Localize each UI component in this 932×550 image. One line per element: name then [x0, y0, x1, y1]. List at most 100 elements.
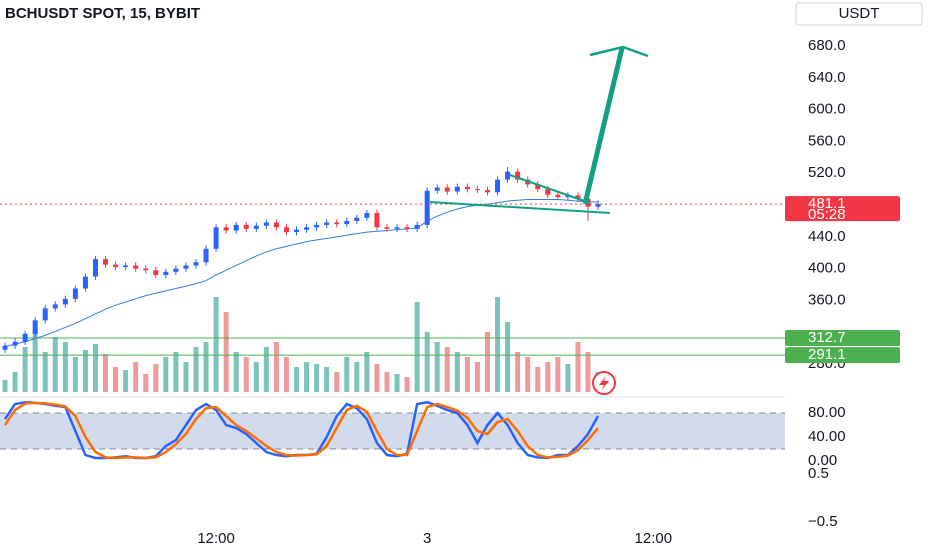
- candle-body: [22, 333, 28, 342]
- candle-body: [103, 259, 109, 265]
- arrow-shaft: [582, 47, 625, 205]
- volume-bar: [555, 357, 561, 392]
- candle-body: [444, 187, 450, 192]
- volume-bar: [253, 362, 259, 392]
- candle-body: [193, 262, 199, 266]
- volume-bar: [153, 364, 159, 392]
- y2-tick-label: 0.5: [808, 465, 829, 482]
- candle-body: [545, 189, 551, 195]
- volume-bar: [82, 350, 88, 392]
- candle-body: [464, 186, 470, 190]
- candle-body: [374, 212, 380, 228]
- candle-body: [42, 308, 48, 321]
- candle-body: [394, 227, 400, 229]
- last-price-box: [785, 196, 900, 222]
- volume-bar: [223, 312, 229, 392]
- volume-bar: [334, 372, 340, 392]
- volume-bar: [193, 347, 199, 392]
- currency-label[interactable]: USDT: [839, 5, 880, 22]
- volume-bar: [283, 357, 289, 392]
- candle-body: [72, 288, 78, 299]
- candle-body: [133, 265, 139, 269]
- flash-icon[interactable]: [592, 371, 616, 395]
- volume-bar: [62, 342, 68, 392]
- y2-tick-label: −0.5: [808, 513, 838, 530]
- volume-bar: [505, 322, 511, 392]
- volume-bar: [12, 372, 18, 392]
- candle-body: [143, 268, 149, 271]
- volume-bar: [233, 352, 239, 392]
- volume-bar: [525, 357, 531, 392]
- y-tick-label: 40.00: [808, 428, 846, 445]
- candle-body: [314, 224, 320, 228]
- trend-line: [429, 201, 611, 214]
- volume-bar: [173, 352, 179, 392]
- y-tick-label: 520.0: [808, 164, 846, 181]
- volume-bar: [203, 342, 209, 392]
- x-tick-label: 12:00: [197, 530, 235, 547]
- volume-bar: [474, 362, 480, 392]
- volume-bar: [52, 337, 58, 392]
- volume-bar: [354, 362, 360, 392]
- currency-button[interactable]: [795, 2, 923, 26]
- level-box: [785, 330, 900, 347]
- candle-body: [414, 224, 420, 229]
- volume-bar: [113, 367, 119, 392]
- candle-body: [354, 217, 360, 221]
- volume-bar: [324, 367, 330, 392]
- candle-body: [505, 171, 511, 180]
- y-tick-label: 680.0: [808, 37, 846, 54]
- volume-bar: [304, 362, 310, 392]
- candle-body: [434, 187, 440, 191]
- icon-bolt[interactable]: [599, 376, 609, 391]
- candle-body: [82, 276, 88, 289]
- volume-bar: [143, 374, 149, 392]
- candle-body: [344, 220, 350, 225]
- y-tick-label: 600.0: [808, 101, 846, 118]
- candle-body: [253, 225, 259, 229]
- candle-body: [334, 222, 340, 225]
- candle-body: [424, 190, 430, 225]
- candle-body: [123, 265, 129, 268]
- trend-line: [509, 174, 591, 204]
- volume-bar: [314, 364, 320, 392]
- last-price-label: 481.1: [808, 195, 846, 212]
- candle-body: [92, 259, 98, 277]
- y-tick-label: 0.00: [808, 452, 837, 469]
- y-tick-label: 80.00: [808, 404, 846, 421]
- candle-body: [2, 345, 8, 350]
- volume-bar: [183, 362, 189, 392]
- arrow-head: [589, 45, 649, 58]
- candle-body: [364, 212, 370, 218]
- volume-bar: [404, 377, 410, 392]
- volume-bar: [42, 352, 48, 392]
- candle-body: [153, 270, 159, 275]
- level-label: 291.1: [808, 346, 846, 363]
- volume-bar: [565, 364, 571, 392]
- volume-bar: [484, 332, 490, 392]
- candle-body: [474, 189, 480, 191]
- candle-body: [515, 171, 521, 180]
- y-tick-label: 640.0: [808, 69, 846, 86]
- volume-bar: [294, 367, 300, 392]
- volume-bar: [163, 357, 169, 392]
- volume-bar: [2, 380, 8, 392]
- volume-bar: [434, 342, 440, 392]
- candle-body: [294, 229, 300, 233]
- chart-title: BCHUSDT SPOT, 15, BYBIT: [5, 5, 200, 22]
- volume-bar: [22, 347, 28, 392]
- candle-body: [304, 227, 310, 230]
- band: [0, 413, 785, 450]
- candle-body: [484, 189, 490, 193]
- y-tick-label: 400.0: [808, 260, 846, 277]
- candle-body: [163, 271, 169, 275]
- volume-bar: [263, 347, 269, 392]
- volume-bar: [213, 297, 219, 392]
- y-tick-label: 440.0: [808, 228, 846, 245]
- volume-bar: [72, 357, 78, 392]
- volume-bar: [495, 297, 501, 392]
- candle-body: [243, 224, 249, 229]
- x-tick-label: 12:00: [635, 530, 673, 547]
